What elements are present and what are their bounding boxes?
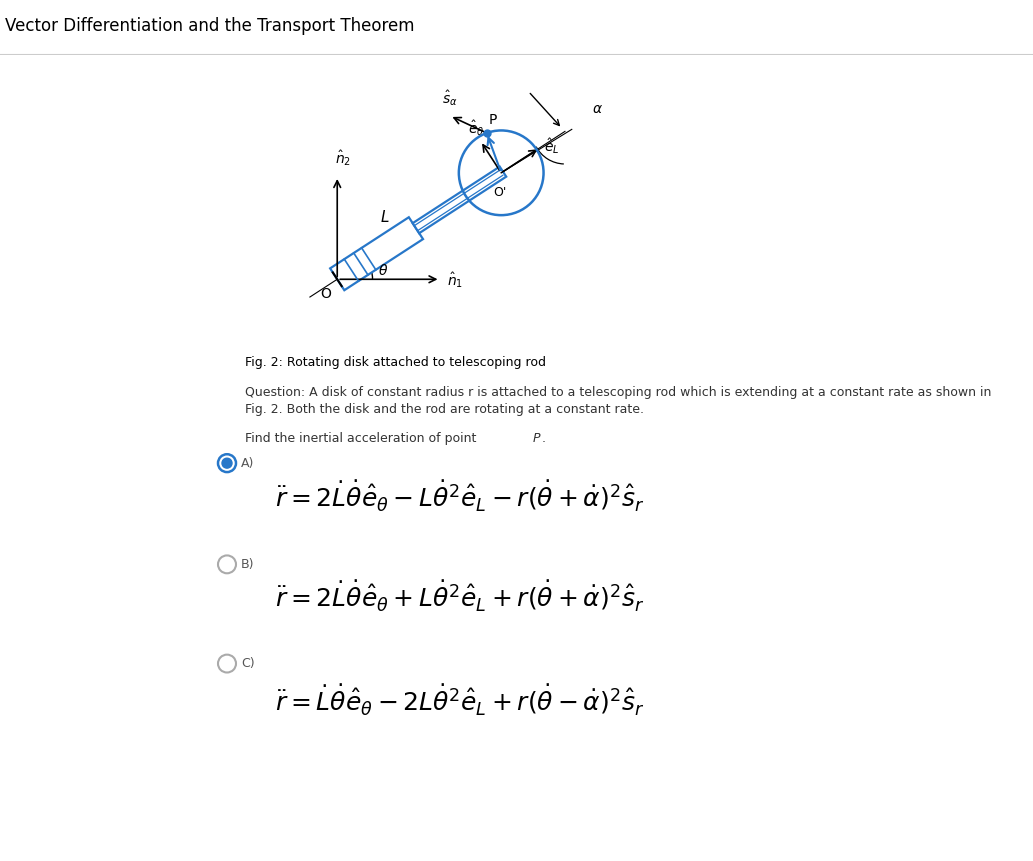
Text: $\hat{s}_{\alpha}$: $\hat{s}_{\alpha}$	[442, 88, 458, 108]
Text: Vector Differentiation and the Transport Theorem: Vector Differentiation and the Transport…	[5, 17, 414, 35]
Text: $\ddot{r} = 2\dot{L}\dot{\theta}\hat{e}_{\theta} + L\dot{\theta}^2\hat{e}_L + r(: $\ddot{r} = 2\dot{L}\dot{\theta}\hat{e}_…	[275, 578, 645, 613]
Text: $L$: $L$	[380, 209, 389, 225]
Text: C): C)	[241, 656, 254, 669]
Text: B): B)	[241, 557, 254, 570]
Text: Fig. 2: Rotating disk attached to telescoping rod: Fig. 2: Rotating disk attached to telesc…	[245, 356, 546, 369]
Text: $\hat{e}_L$: $\hat{e}_L$	[544, 136, 560, 156]
Text: Fig. 2. Both the disk and the rod are rotating at a constant rate.: Fig. 2. Both the disk and the rod are ro…	[245, 402, 644, 415]
Circle shape	[222, 459, 232, 468]
Text: O': O'	[494, 185, 507, 199]
Text: A): A)	[241, 456, 254, 469]
Polygon shape	[412, 167, 506, 234]
Text: P: P	[489, 113, 497, 127]
Text: $\hat{n}_2$: $\hat{n}_2$	[335, 148, 351, 168]
Text: .: .	[542, 432, 546, 445]
Text: Question: A disk of constant radius r is attached to a telescoping rod which is : Question: A disk of constant radius r is…	[245, 386, 992, 399]
Text: Find the inertial acceleration of point: Find the inertial acceleration of point	[245, 432, 480, 445]
Text: $\alpha$: $\alpha$	[592, 102, 603, 116]
Polygon shape	[331, 218, 424, 291]
Text: $\hat{n}_1$: $\hat{n}_1$	[447, 270, 463, 290]
Text: P: P	[533, 432, 540, 445]
Text: $\ddot{r} = 2\dot{L}\dot{\theta}\hat{e}_{\theta} - L\dot{\theta}^2\hat{e}_L - r(: $\ddot{r} = 2\dot{L}\dot{\theta}\hat{e}_…	[275, 479, 645, 514]
Text: O: O	[320, 287, 331, 300]
Text: $\theta$: $\theta$	[378, 263, 388, 277]
Text: $\ddot{r} = \dot{L}\dot{\theta}\hat{e}_{\theta} - 2L\dot{\theta}^2\hat{e}_L + r(: $\ddot{r} = \dot{L}\dot{\theta}\hat{e}_{…	[275, 682, 645, 717]
Text: $\hat{e}_{\theta}$: $\hat{e}_{\theta}$	[468, 119, 484, 138]
